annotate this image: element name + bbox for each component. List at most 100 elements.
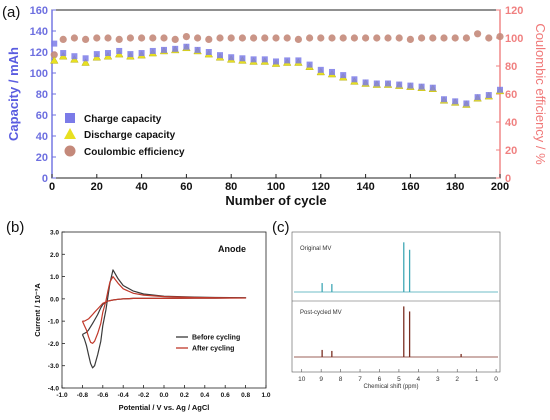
panel-label-c: (c) <box>272 219 290 236</box>
ce-point <box>395 34 403 42</box>
panel-label-a: (a) <box>2 4 20 21</box>
ce-point <box>294 35 302 44</box>
charge-point <box>250 56 257 63</box>
ce-point <box>272 34 280 42</box>
charge-point <box>51 40 58 47</box>
spectrum-label-original: Original MV <box>300 246 331 252</box>
charge-point <box>362 79 369 86</box>
x-tick-label-b: 0.0 <box>159 392 168 399</box>
charge-point <box>340 72 347 79</box>
ce-point <box>59 35 67 44</box>
charge-point <box>82 55 89 62</box>
x-tick-label-a: 120 <box>312 181 330 193</box>
charge-point <box>429 84 436 91</box>
ce-point <box>306 34 314 42</box>
ce-point <box>227 34 235 42</box>
charge-point <box>385 80 391 87</box>
ce-point <box>93 34 101 42</box>
legend-marker-discharge <box>64 128 76 139</box>
charge-point <box>351 76 358 83</box>
legend-label-charge: Charge capacity <box>84 114 162 125</box>
x-tick-label-a: 100 <box>267 181 285 193</box>
charge-point <box>127 51 134 58</box>
charge-point <box>396 81 403 88</box>
y-left-tick-label-a: 100 <box>30 68 48 80</box>
charge-point <box>93 51 100 58</box>
x-tick-label-b: -0.4 <box>118 392 130 399</box>
legend-label-after: After cycling <box>192 346 234 353</box>
ce-point <box>50 51 58 59</box>
charge-point <box>172 45 179 52</box>
ce-point <box>496 33 504 41</box>
ce-point <box>149 34 157 42</box>
annotation-anode: Anode <box>218 244 246 254</box>
ce-point <box>317 34 325 42</box>
charge-point <box>161 46 167 53</box>
ce-point <box>485 34 493 42</box>
charge-point <box>373 80 380 87</box>
ce-point <box>418 34 426 42</box>
charge-point <box>194 46 201 53</box>
y-right-tick-label-a: 120 <box>505 5 523 17</box>
charge-point <box>485 92 492 99</box>
x-tick-label-a: 20 <box>91 181 103 193</box>
ce-point <box>429 34 437 42</box>
ce-point <box>82 35 90 44</box>
x-tick-label-c: 2 <box>455 376 459 383</box>
y-left-tick-label-a: 40 <box>36 131 48 143</box>
y-tick-label-b: 1.0 <box>50 274 59 281</box>
x-tick-label-b: 0.6 <box>221 392 230 399</box>
x-tick-label-c: 4 <box>417 376 421 383</box>
ce-point <box>171 35 179 44</box>
x-axis-title-b: Potential / V vs. Ag / AgCl <box>119 403 210 412</box>
charge-point <box>183 43 190 50</box>
ce-point <box>474 30 482 38</box>
ce-point <box>350 34 358 42</box>
ce-point <box>216 34 224 42</box>
y-right-tick-label-a: 20 <box>505 145 517 157</box>
charge-point <box>273 58 279 65</box>
panel-b-chart: -1.0 -0.8 -0.6 -0.4 -0.2 0.0 0.2 0.4 0.6 0.8 1.0 -4… <box>33 230 271 413</box>
ce-point <box>339 34 347 42</box>
ce-point <box>138 34 146 42</box>
y-left-tick-label-a: 20 <box>36 152 48 164</box>
y-axis-title-b: Current / 10⁻³A <box>33 283 42 337</box>
x-tick-label-c: 8 <box>339 376 343 383</box>
y-right-tick-label-a: 100 <box>505 33 523 45</box>
charge-point <box>306 61 313 68</box>
x-axis-title-a: Number of cycle <box>225 193 326 208</box>
charge-point <box>295 57 302 64</box>
x-tick-label-b: 0.8 <box>241 392 250 399</box>
y-tick-label-b: 0.0 <box>50 296 59 303</box>
x-tick-label-c: 10 <box>298 376 306 383</box>
charge-point <box>284 57 291 64</box>
x-tick-label-a: 180 <box>446 181 464 193</box>
x-tick-label-b: 1.0 <box>261 392 270 399</box>
y-tick-label-b: -3.0 <box>48 363 60 370</box>
y-tick-label-b: -2.0 <box>48 341 60 348</box>
x-tick-label-a: 140 <box>356 181 374 193</box>
plot-frame-c <box>291 231 501 373</box>
y-right-axis-title-a: Coulombic efficiency / % <box>533 23 548 165</box>
x-tick-label-c: 3 <box>436 376 440 383</box>
ce-point <box>126 34 134 42</box>
charge-point <box>217 52 223 59</box>
ce-point <box>194 34 202 42</box>
y-tick-label-b: -1.0 <box>48 319 60 326</box>
x-tick-label-c: 1 <box>475 376 479 383</box>
x-tick-label-a: 40 <box>135 181 147 193</box>
y-left-axis-title-a: Capacity / mAh <box>6 47 21 141</box>
charge-point <box>228 54 235 61</box>
y-right-tick-label-a: 40 <box>505 117 517 129</box>
ce-point <box>373 34 381 42</box>
discharge-point <box>50 56 59 64</box>
charge-point <box>452 98 459 105</box>
x-tick-label-b: -1.0 <box>56 392 68 399</box>
x-tick-label-c: 5 <box>397 376 401 383</box>
legend-label-before: Before cycling <box>192 335 240 342</box>
ce-point <box>462 34 470 42</box>
x-tick-label-b: 0.2 <box>180 392 189 399</box>
y-tick-label-b: 2.0 <box>50 252 59 259</box>
y-tick-label-b: 3.0 <box>50 230 59 237</box>
